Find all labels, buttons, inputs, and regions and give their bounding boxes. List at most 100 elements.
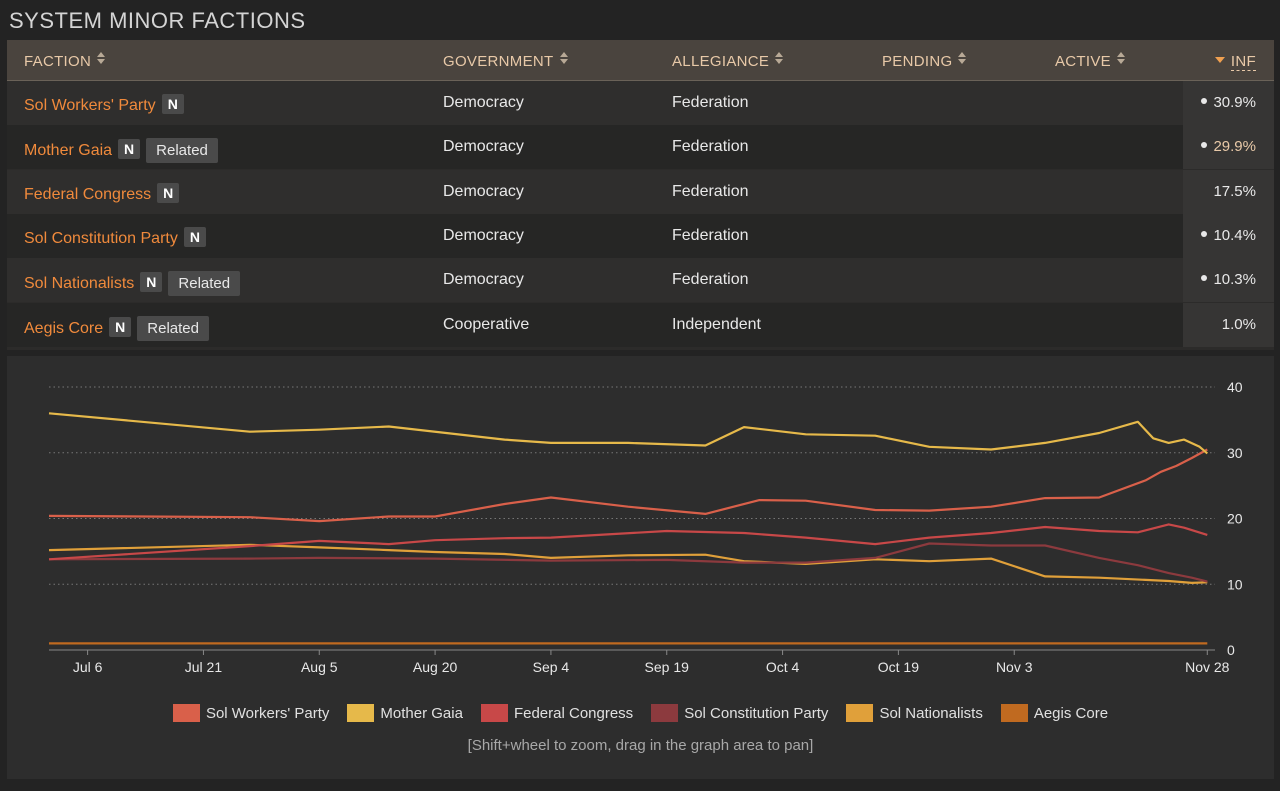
inf-cell — [1183, 125, 1274, 169]
sort-icon — [559, 52, 569, 66]
pending-dot-icon — [1201, 231, 1208, 237]
x-tick-label: Aug 5 — [301, 659, 338, 675]
influence-line-chart[interactable]: 0 10 20 30 40 Jul 6 Jul 21 Aug 5 Aug 20 Sep 4 Sep … — [7, 356, 1274, 779]
native-badge: N — [109, 317, 132, 337]
inf-cell — [1183, 214, 1274, 258]
allegiance-header-label: ALLEGIANCE — [672, 53, 770, 70]
inf-cell — [1183, 258, 1274, 302]
faction-link[interactable]: Sol Nationalists N Related — [24, 271, 241, 296]
native-badge: N — [183, 227, 206, 247]
inf-percent: 1.0% — [1221, 316, 1256, 333]
faction-link[interactable]: Mother Gaia N Related — [24, 138, 218, 163]
inf-value: 10.3% — [1201, 271, 1256, 288]
allegiance-cell: Federation — [672, 94, 749, 111]
legend-label: Federal Congress — [513, 705, 634, 722]
faction-name: Sol Workers' Party — [24, 97, 156, 114]
faction-link[interactable]: Aegis Core N Related — [24, 316, 209, 341]
active-column-header[interactable]: ACTIVE — [1055, 52, 1126, 70]
chart-legend: Sol Workers' Party Mother Gaia Federal Con… — [7, 704, 1274, 722]
allegiance-cell: Federation — [672, 271, 749, 288]
legend-item[interactable]: Sol Workers' Party — [172, 704, 330, 722]
legend-swatch — [846, 704, 874, 722]
government-header-label: GOVERNMENT — [443, 53, 554, 70]
x-tick-label: Oct 19 — [878, 659, 919, 675]
native-badge: N — [140, 272, 163, 292]
faction-name: Aegis Core — [24, 320, 104, 337]
series-line-sol-constitution-party — [48, 542, 1208, 583]
inf-percent: 17.5% — [1213, 183, 1256, 200]
table-row: Sol Constitution Party N Democracy Federati… — [7, 214, 1274, 258]
series-line-federal-congress — [48, 523, 1208, 561]
influence-chart[interactable]: 0 10 20 30 40 Jul 6 Jul 21 Aug 5 Aug 20 Sep 4 Sep … — [7, 356, 1274, 779]
government-cell: Cooperative — [443, 316, 530, 333]
government-column-header[interactable]: GOVERNMENT — [443, 52, 569, 70]
allegiance-cell: Federation — [672, 183, 749, 200]
y-tick-label: 10 — [1227, 576, 1243, 592]
faction-link[interactable]: Sol Constitution Party N — [24, 227, 206, 248]
active-header-label: ACTIVE — [1055, 53, 1111, 70]
legend-swatch — [651, 704, 679, 722]
legend-swatch — [172, 704, 200, 722]
x-tick-label: Nov 28 — [1185, 659, 1230, 675]
government-cell: Democracy — [443, 138, 524, 155]
series-line-mother-gaia — [48, 412, 1209, 455]
x-tick-label: Jul 6 — [73, 659, 103, 675]
x-tick-label: Oct 4 — [766, 659, 800, 675]
legend-label: Sol Workers' Party — [205, 705, 330, 722]
table-row: Sol Workers' Party N Democracy Federation 30… — [7, 81, 1274, 125]
inf-value: 29.9% — [1201, 138, 1256, 155]
x-tick-label: Aug 20 — [413, 659, 458, 675]
legend-item[interactable]: Mother Gaia — [347, 704, 463, 722]
legend-label: Sol Constitution Party — [684, 705, 829, 722]
inf-header-label: INF — [1230, 53, 1256, 71]
chart-hint: [Shift+wheel to zoom, drag in the graph … — [467, 737, 814, 754]
sort-descending-icon — [1214, 57, 1225, 64]
pending-column-header[interactable]: PENDING — [882, 52, 967, 70]
inf-percent: 29.9% — [1213, 138, 1256, 155]
sort-icon — [1116, 52, 1126, 66]
government-cell: Democracy — [443, 183, 524, 200]
y-tick-label: 0 — [1227, 642, 1235, 658]
faction-header-label: FACTION — [24, 53, 92, 70]
allegiance-column-header[interactable]: ALLEGIANCE — [672, 52, 784, 70]
legend-item[interactable]: Federal Congress — [480, 704, 634, 722]
legend-item[interactable]: Aegis Core — [1000, 704, 1108, 722]
related-badge: Related — [137, 316, 209, 341]
series-line-sol-workers-party — [48, 448, 1208, 523]
native-badge: N — [157, 183, 180, 203]
legend-item[interactable]: Sol Nationalists — [846, 704, 983, 722]
sort-icon — [97, 52, 106, 66]
x-tick-label: Jul 21 — [185, 659, 223, 675]
x-tick-label: Nov 3 — [996, 659, 1033, 675]
table-row: Federal Congress N Democracy Federation 17.5… — [7, 170, 1274, 214]
native-badge: N — [161, 94, 184, 114]
faction-name: Mother Gaia — [24, 142, 113, 159]
pending-dot-icon — [1201, 142, 1208, 148]
table-row: Mother Gaia N Related Democracy Federation 29… — [7, 125, 1274, 169]
inf-value: 17.5% — [1213, 183, 1256, 200]
legend-label: Mother Gaia — [380, 705, 463, 722]
inf-value: 10.4% — [1201, 227, 1256, 244]
legend-swatch — [1000, 704, 1028, 722]
pending-dot-icon — [1201, 275, 1208, 281]
series-line-sol-nationalists — [48, 543, 1208, 584]
x-tick-label: Sep 19 — [645, 659, 690, 675]
government-cell: Democracy — [443, 271, 524, 288]
faction-link[interactable]: Sol Workers' Party N — [24, 94, 184, 115]
y-tick-label: 30 — [1227, 445, 1243, 461]
related-badge: Related — [146, 138, 218, 163]
faction-link[interactable]: Federal Congress N — [24, 183, 180, 204]
faction-column-header[interactable]: FACTION — [24, 52, 106, 70]
legend-item[interactable]: Sol Constitution Party — [651, 704, 828, 722]
inf-cell — [1183, 81, 1274, 125]
inf-cell — [1183, 303, 1274, 347]
inf-percent: 10.3% — [1213, 271, 1256, 288]
government-cell: Democracy — [443, 94, 524, 111]
inf-column-header[interactable]: INF — [1214, 53, 1256, 71]
y-tick-label: 20 — [1227, 511, 1243, 527]
faction-name: Sol Constitution Party — [24, 230, 178, 247]
table-row: Aegis Core N Related Cooperative Independent… — [7, 303, 1274, 347]
page-title: SYSTEM MINOR FACTIONS — [9, 8, 306, 33]
factions-table: FACTION GOVERNMENT ALLEGIANCE PENDING AC… — [7, 40, 1274, 350]
legend-label: Sol Nationalists — [879, 705, 983, 722]
